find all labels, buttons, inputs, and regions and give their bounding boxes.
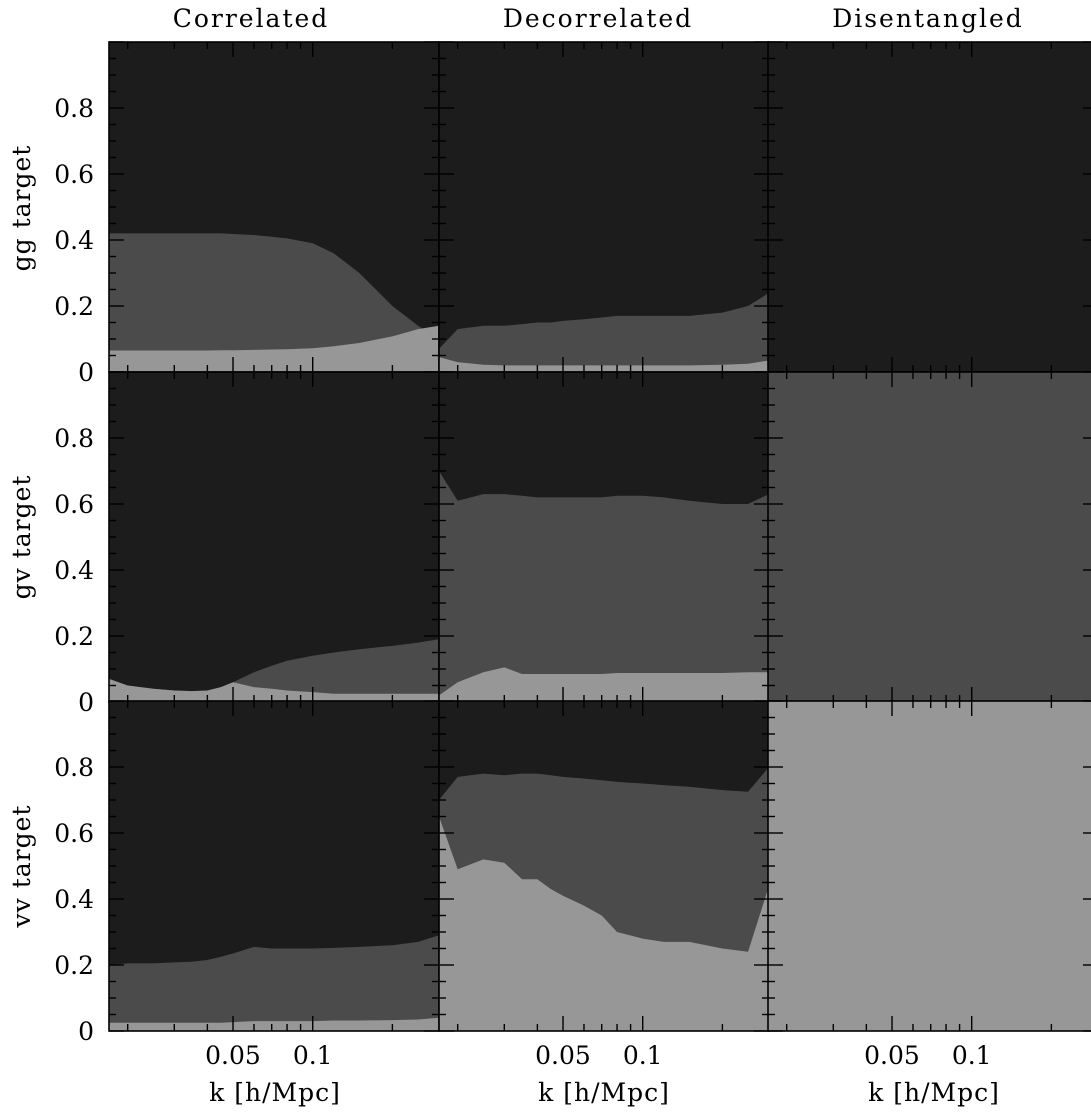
row-label-vv: vv target [7, 805, 36, 929]
panel-gg-target-correlated [108, 41, 440, 373]
x-axis-label-correlated: k [h/Mpc] [209, 1078, 341, 1107]
area-light-gg-target-correlated [109, 325, 439, 372]
y-tick-label: 0.6 [54, 490, 94, 519]
panel-gg-target-disentangled [767, 41, 1091, 373]
y-tick-label: 0.4 [54, 226, 94, 255]
x-axis-label-decorrelated: k [h/Mpc] [538, 1078, 670, 1107]
area-mid-gg-target-correlated [109, 233, 439, 372]
panel-vv-target-disentangled [767, 700, 1091, 1032]
area-mid-gv-target-correlated [109, 639, 439, 702]
area-light-gv-target-decorrelated [439, 667, 769, 702]
y-tick-label: 0.8 [54, 424, 94, 453]
x-tick-label: 0.05 [535, 1041, 591, 1070]
panel-gv-target-decorrelated [438, 371, 770, 703]
x-tick-label: 0.1 [952, 1041, 992, 1070]
area-dark-gg-target-disentangled [768, 42, 1091, 372]
frame-vv-target-disentangled [767, 700, 1091, 1032]
area-light-vv-target-decorrelated [439, 816, 769, 1031]
y-tick-label: 0.8 [54, 94, 94, 123]
area-light-gg-target-decorrelated [439, 357, 769, 372]
panel-vv-target-decorrelated [438, 700, 770, 1032]
y-tick-label: 0 [78, 688, 94, 717]
y-tick-label: 0.6 [54, 160, 94, 189]
y-tick-label: 0.2 [54, 292, 94, 321]
y-tick-label: 0.2 [54, 951, 94, 980]
area-light-vv-target-disentangled [768, 701, 1091, 1031]
column-title-decorrelated: Decorrelated [503, 4, 693, 33]
panel-gg-target-decorrelated [438, 41, 770, 373]
area-mid-gv-target-decorrelated [439, 471, 769, 702]
area-mid-vv-target-correlated [109, 935, 439, 1031]
area-light-vv-target-correlated [109, 1017, 439, 1031]
area-mid-gv-target-disentangled [768, 372, 1091, 702]
area-mid-gg-target-decorrelated [439, 292, 769, 372]
row-label-gv: gv target [7, 475, 36, 600]
y-tick-label: 0.2 [54, 622, 94, 651]
y-tick-label: 0.4 [54, 556, 94, 585]
panel-gv-target-correlated [108, 371, 440, 703]
y-tick-labels: 0 0.2 0.4 0.6 0.8 0 0.2 0.4 0.6 0.8 0 0.2 0.4 0.6 0.8 [54, 94, 94, 1046]
y-tick-label: 0 [78, 358, 94, 387]
column-title-correlated: Correlated [173, 4, 330, 33]
row-label-gg: gg target [7, 145, 36, 272]
x-tick-label: 0.05 [864, 1041, 920, 1070]
x-tick-labels: 0.05 0.1 0.05 0.1 0.05 0.1 [205, 1041, 991, 1070]
column-title-disentangled: Disentangled [832, 4, 1024, 33]
y-tick-label: 0.6 [54, 819, 94, 848]
area-light-gv-target-correlated [109, 678, 439, 702]
x-tick-label: 0.1 [293, 1041, 333, 1070]
x-tick-label: 0.05 [205, 1041, 261, 1070]
panel-grid [108, 41, 1091, 1032]
y-tick-label: 0 [78, 1017, 94, 1046]
x-tick-label: 0.1 [623, 1041, 663, 1070]
y-tick-label: 0.8 [54, 753, 94, 782]
panel-gv-target-disentangled [767, 371, 1091, 703]
panel-vv-target-correlated [108, 700, 440, 1032]
y-tick-label: 0.4 [54, 885, 94, 914]
x-axis-label-disentangled: k [h/Mpc] [868, 1078, 1000, 1107]
